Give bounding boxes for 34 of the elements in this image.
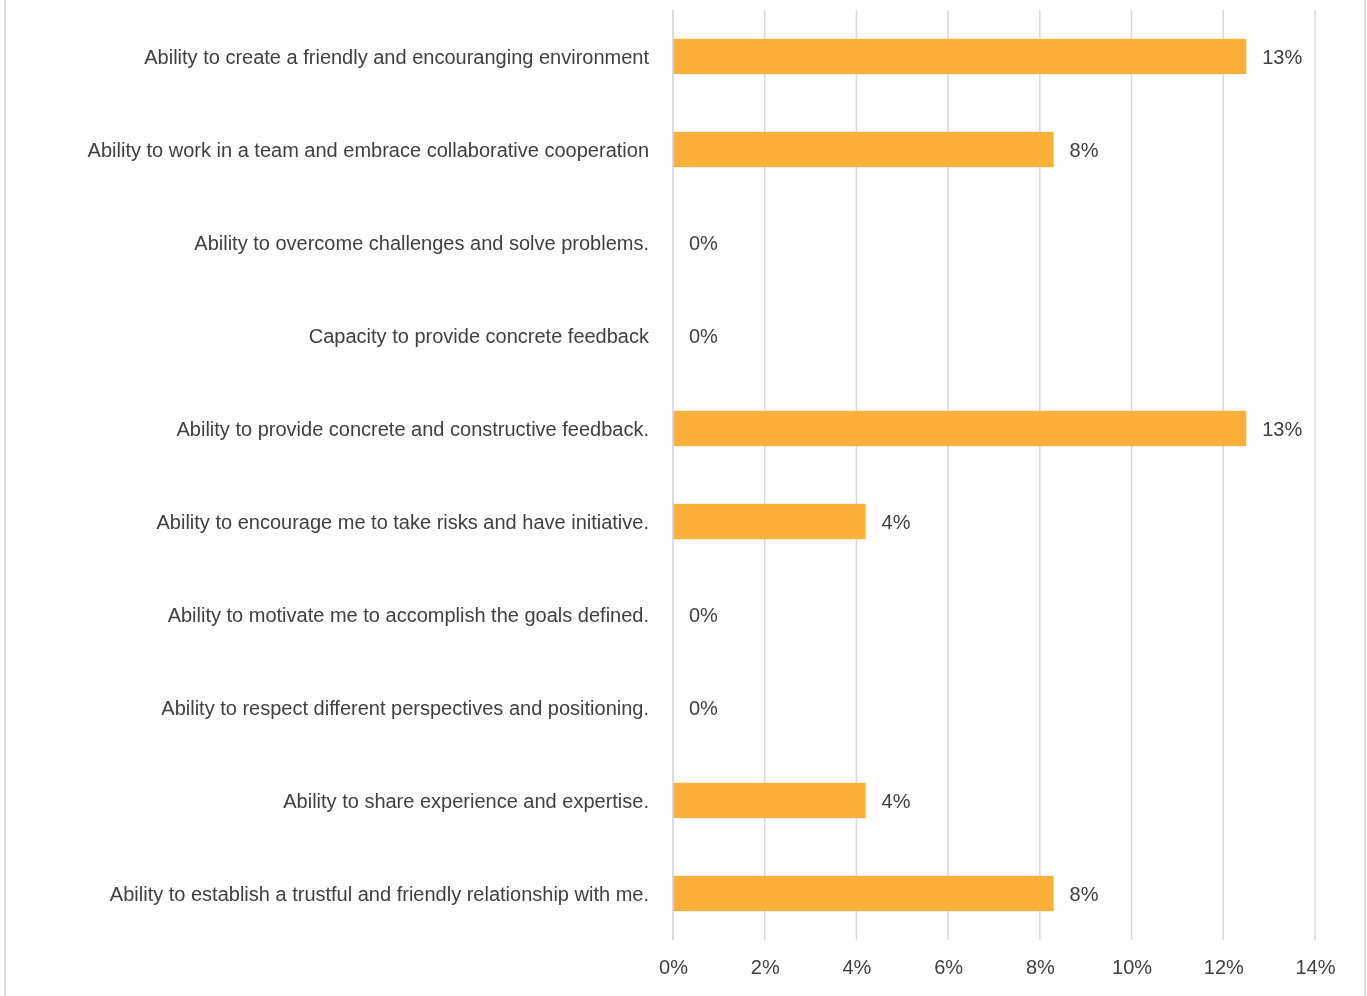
y-tick-label: Ability to provide concrete and constructive feedback.: [176, 417, 649, 440]
data-label: 0%: [689, 231, 719, 254]
data-label: 0%: [689, 696, 719, 719]
x-tick-label: 14%: [1295, 956, 1336, 979]
x-tick-label: 2%: [750, 956, 780, 979]
bar: [673, 782, 866, 819]
y-tick-label: Ability to overcome challenges and solve problems.: [194, 231, 649, 254]
x-tick-label: 0%: [659, 956, 689, 979]
data-label: 13%: [1262, 417, 1303, 440]
x-tick-label: 10%: [1112, 956, 1153, 979]
x-tick-label: 8%: [1025, 956, 1056, 979]
data-label: 0%: [689, 324, 719, 347]
data-label: 8%: [1069, 138, 1099, 161]
data-label: 13%: [1262, 45, 1303, 68]
y-tick-label: Ability to motivate me to accomplish the goals defined.: [167, 603, 649, 626]
bar: [673, 38, 1247, 75]
data-label: 8%: [1069, 882, 1099, 905]
y-tick-label: Ability to share experience and expertise.: [283, 789, 649, 812]
bar: [673, 131, 1054, 168]
y-tick-label: Ability to establish a trustful and friendly relationship with me.: [109, 882, 649, 905]
data-label: 4%: [881, 510, 911, 533]
y-tick-label: Ability to create a friendly and encouranging environment: [144, 45, 650, 68]
y-tick-label: Ability to respect different perspectives and positioning.: [161, 696, 649, 719]
x-tick-label: 6%: [934, 956, 964, 979]
x-tick-label: 12%: [1203, 956, 1245, 979]
data-label: 0%: [689, 603, 719, 626]
y-tick-label: Ability to work in a team and embrace collaborative cooperation: [87, 138, 649, 161]
y-tick-label: Capacity to provide concrete feedback: [308, 324, 650, 347]
bar: [673, 410, 1247, 447]
data-label: 4%: [881, 789, 911, 812]
x-tick-label: 4%: [842, 956, 872, 979]
y-tick-label: Ability to encourage me to take risks and have initiative.: [156, 510, 649, 533]
bar: [673, 503, 866, 540]
bar: [673, 875, 1054, 912]
